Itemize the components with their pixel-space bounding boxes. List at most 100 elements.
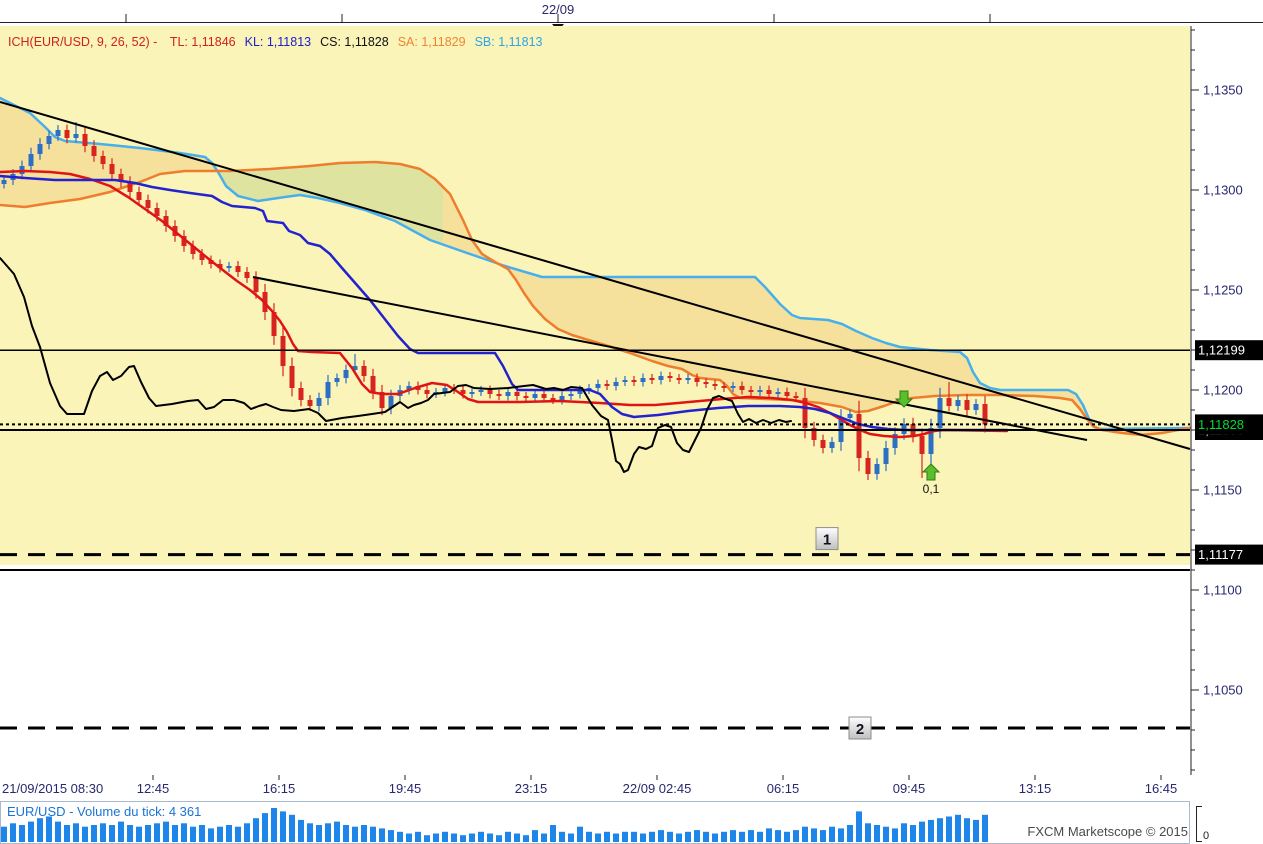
candle-body[interactable] [109,164,115,174]
candle-body[interactable] [676,378,682,380]
candle-body[interactable] [73,134,79,138]
candle-body[interactable] [424,390,430,394]
candle-body[interactable] [478,390,484,392]
candle-body[interactable] [253,278,259,292]
candle-body[interactable] [334,378,340,382]
candle-body[interactable] [613,382,619,386]
candle-body[interactable] [307,400,313,406]
candle-body[interactable] [37,144,43,154]
candle-body[interactable] [784,392,790,396]
candle-body[interactable] [568,394,574,396]
candle-body[interactable] [181,236,187,246]
candle-body[interactable] [766,390,772,394]
candle-body[interactable] [145,200,151,208]
candle-body[interactable] [118,174,124,182]
candle-body[interactable] [883,448,889,464]
candle-body[interactable] [874,464,880,474]
candle-body[interactable] [235,266,241,272]
candle-body[interactable] [595,384,601,388]
candle-body[interactable] [100,156,106,164]
candle-body[interactable] [730,386,736,388]
candle-body[interactable] [748,390,754,392]
candle-body[interactable] [298,388,304,400]
candle-body[interactable] [919,436,925,454]
candle-body[interactable] [28,154,34,166]
trendline-1[interactable] [0,101,1191,450]
candle-body[interactable] [46,136,52,144]
sell-arrow-icon[interactable] [894,390,914,408]
candle-body[interactable] [793,396,799,398]
senkou-b-line[interactable] [0,96,1192,431]
candle-body[interactable] [928,428,934,454]
candle-body[interactable] [658,376,664,380]
level-2-label-box[interactable] [848,716,872,740]
candle-body[interactable] [532,394,538,398]
candle-body[interactable] [712,384,718,386]
candle-body[interactable] [379,392,385,408]
chikou-line[interactable] [0,257,792,473]
candle-body[interactable] [226,266,232,268]
candle-body[interactable] [406,386,412,390]
candle-body[interactable] [514,392,520,396]
candle-body[interactable] [91,146,97,156]
candle-body[interactable] [442,388,448,392]
candle-body[interactable] [550,398,556,400]
candle-body[interactable] [964,400,970,410]
candle-body[interactable] [640,378,646,382]
tenkan-line[interactable] [0,169,1009,439]
candle-body[interactable] [505,392,511,396]
candle-body[interactable] [982,404,988,425]
candle-body[interactable] [559,396,565,400]
candle-body[interactable] [289,366,295,388]
buy-arrow-icon[interactable] [921,463,941,481]
candle-body[interactable] [622,380,628,382]
candle-body[interactable] [55,130,61,136]
candle-body[interactable] [217,264,223,268]
candle-body[interactable] [316,398,322,406]
candle-body[interactable] [667,376,673,378]
candle-body[interactable] [199,254,205,260]
candle-body[interactable] [775,392,781,394]
candle-body[interactable] [352,366,358,370]
candle-body[interactable] [154,208,160,216]
candle-body[interactable] [469,392,475,394]
candle-body[interactable] [631,380,637,382]
plot-area[interactable] [0,26,1190,565]
candle-body[interactable] [190,246,196,254]
candle-body[interactable] [280,336,286,366]
candle-body[interactable] [388,396,394,408]
candle-body[interactable] [271,312,277,336]
candle-body[interactable] [541,394,547,398]
candle-body[interactable] [955,400,961,406]
candle-body[interactable] [577,390,583,394]
candle-body[interactable] [856,414,862,458]
candle-body[interactable] [649,378,655,380]
candle-body[interactable] [865,458,871,474]
trendline-2[interactable] [252,276,1088,441]
candle-body[interactable] [370,376,376,392]
candle-body[interactable] [82,134,88,146]
candle-body[interactable] [703,382,709,384]
candle-body[interactable] [127,182,133,192]
candle-body[interactable] [1,180,7,184]
candle-body[interactable] [721,386,727,388]
candle-body[interactable] [973,404,979,410]
candle-body[interactable] [946,398,952,406]
kijun-line[interactable] [0,174,1009,432]
candle-body[interactable] [892,434,898,448]
candle-body[interactable] [937,398,943,428]
candle-body[interactable] [496,394,502,396]
candle-body[interactable] [739,386,745,390]
level-1-label-box[interactable] [815,527,839,551]
candle-body[interactable] [343,370,349,378]
candle-body[interactable] [829,442,835,448]
candle-body[interactable] [523,396,529,398]
candle-body[interactable] [820,440,826,448]
candle-body[interactable] [487,390,493,394]
candle-body[interactable] [757,390,763,392]
candle-body[interactable] [163,216,169,226]
candle-body[interactable] [361,366,367,376]
candle-body[interactable] [802,398,808,428]
candle-body[interactable] [694,378,700,382]
